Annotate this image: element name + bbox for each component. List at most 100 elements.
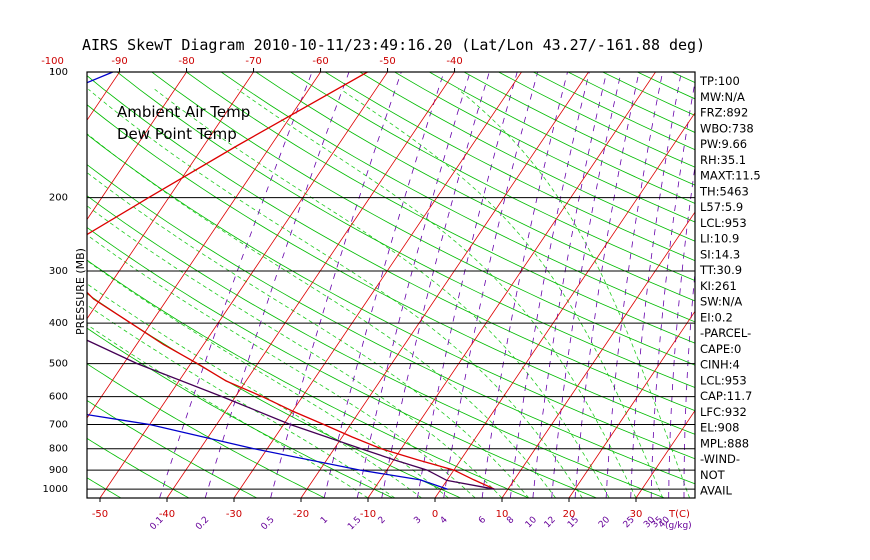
- isotherm-line: [0, 72, 53, 498]
- moist-adiabat-line: [154, 88, 610, 498]
- bottom-tick-label: -40: [159, 509, 175, 520]
- pressure-tick-label: 200: [49, 193, 68, 204]
- mixing-ratio-line: [532, 72, 607, 498]
- mixing-ratio-line: [668, 163, 695, 498]
- mixing-ratio-label: 1: [319, 515, 330, 526]
- isotherm-line: [99, 72, 388, 498]
- bottom-tick-label: -10: [360, 509, 376, 520]
- index-entry: CAP:11.7: [700, 389, 752, 403]
- mixing-ratio-line: [159, 72, 313, 498]
- pressure-tick-label: 900: [49, 465, 68, 476]
- bottom-tick-label: -50: [92, 509, 108, 520]
- parcel-profile: [87, 339, 495, 490]
- isotherm-line: [837, 72, 870, 498]
- top-tick-label: -60: [312, 56, 328, 67]
- mixing-ratio-line: [551, 72, 622, 498]
- mixing-ratio-line: [509, 72, 590, 498]
- mixing-ratio-line: [323, 72, 445, 498]
- index-entry: SW:N/A: [700, 295, 742, 309]
- dry-adiabat-line: [741, 72, 870, 498]
- moist-adiabat-line: [87, 172, 530, 498]
- mixing-ratio-label: 10: [524, 515, 539, 530]
- dry-adiabat-line: [87, 477, 122, 498]
- pressure-tick-label: 300: [49, 266, 68, 277]
- mixing-ratio-line: [630, 72, 682, 498]
- mixing-ratio-line: [356, 72, 471, 498]
- plot-frame: [86, 71, 696, 499]
- top-temperature-axis: -120-110-100-90-80-70-60-50-40: [41, 56, 463, 72]
- isotherm-line: [166, 72, 455, 498]
- isotherm-line: [770, 72, 870, 498]
- top-tick-label: -100: [41, 56, 64, 67]
- mixing-ratio-label: 2: [377, 515, 388, 526]
- top-tick-label: -90: [111, 56, 127, 67]
- moist-adiabat-line: [87, 260, 449, 498]
- moist-adiabat-line: [87, 324, 369, 498]
- pressure-tick-label: 400: [49, 318, 68, 329]
- moist-adiabat-line: [88, 88, 583, 498]
- bottom-temperature-axis: -50 -40 -30 -20 -10 0 10 20 30 T(C): [92, 498, 690, 520]
- index-entry: MW:N/A: [700, 90, 745, 104]
- dry-adiabat-line: [220, 72, 695, 323]
- chart-title: AIRS SkewT Diagram 2010-10-11/23:49:16.2…: [82, 36, 705, 54]
- dry-adiabat-line: [637, 72, 695, 100]
- dry-adiabat-line: [463, 72, 695, 186]
- index-entry: LFC:932: [700, 405, 747, 419]
- dry-adiabat-line: [87, 400, 258, 498]
- bottom-tick-label: 30: [630, 509, 643, 520]
- index-entry: CINH:4: [700, 358, 740, 372]
- mixing-ratio-line: [481, 72, 568, 498]
- bottom-tick-label: 20: [563, 509, 576, 520]
- moist-adiabat-line: [87, 304, 396, 498]
- index-entry: AVAIL: [700, 484, 733, 498]
- mixing-ratio-line: [574, 72, 640, 498]
- dry-adiabat-line: [87, 133, 695, 460]
- dry-adiabat-line: [87, 226, 597, 498]
- moist-adiabat-line: [87, 205, 503, 498]
- dry-adiabat-line: [87, 363, 325, 498]
- mixing-ratio-line: [650, 79, 695, 498]
- index-entry: EL:908: [700, 421, 740, 435]
- bottom-tick-label: 10: [496, 509, 509, 520]
- top-tick-label: -50: [379, 56, 395, 67]
- bottom-tick-label: -20: [293, 509, 309, 520]
- dry-adiabat-line: [0, 72, 53, 498]
- dry-adiabat-line: [255, 72, 695, 302]
- index-entry: TH:5463: [699, 184, 749, 198]
- dewpoint-profile: [87, 72, 448, 490]
- mixing-ratio-line: [270, 72, 402, 498]
- isotherm-line: [635, 409, 695, 498]
- mixing-ratio-label: 20: [597, 515, 612, 530]
- index-entry: -PARCEL-: [700, 326, 751, 340]
- mixing-ratio-line: [417, 72, 518, 498]
- temperature-profile: [87, 72, 495, 490]
- pressure-tick-label: 500: [49, 359, 68, 370]
- index-entry: RH:35.1: [700, 153, 746, 167]
- pressure-tick-label: 800: [49, 444, 68, 455]
- isotherm-line: [233, 72, 522, 498]
- isotherm-line: [434, 112, 695, 498]
- index-entry: L57:5.9: [700, 200, 743, 214]
- mixing-ratio-label: 0.5: [260, 515, 277, 532]
- mixing-ratio-line: [204, 72, 350, 498]
- dry-adiabat-line: [87, 195, 665, 498]
- dry-adiabats: [0, 72, 870, 498]
- index-entry: LCL:953: [700, 216, 747, 230]
- isotherm-line: [300, 72, 589, 498]
- pressure-axis: 100 200 300 400 500 600 700 800 900 1000: [43, 67, 68, 495]
- dry-adiabat-line: [87, 327, 393, 498]
- legend-ambient: Ambient Air Temp: [117, 103, 250, 121]
- moist-adiabat-line: [87, 234, 476, 498]
- dry-adiabat-line: [87, 259, 529, 498]
- bottom-axis-unit: T(C): [668, 509, 690, 520]
- legend-dewpoint: Dew Point Temp: [117, 125, 237, 143]
- pressure-tick-label: 100: [49, 67, 68, 78]
- bottom-tick-label: -30: [226, 509, 242, 520]
- mixing-ratio-label: 4: [439, 515, 450, 526]
- index-entry: TP:100: [699, 74, 740, 88]
- top-tick-label: -70: [245, 56, 261, 67]
- moist-adiabat-line: [340, 88, 664, 498]
- index-entry: EI:0.2: [700, 310, 733, 324]
- mixing-ratio-unit: (g/kg): [665, 521, 692, 531]
